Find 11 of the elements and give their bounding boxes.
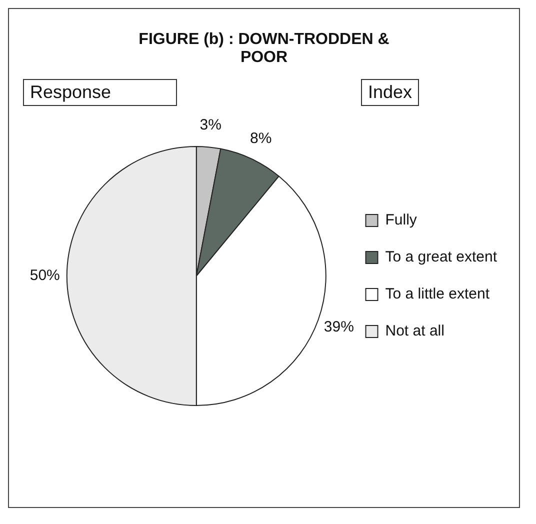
legend-label: Fully [385,212,418,229]
chart-title: FIGURE (b) : DOWN-TRODDEN & POOR [138,31,390,67]
data-label: 50% [30,267,60,284]
text: Index [360,79,419,106]
data-label: 3% [200,116,222,134]
data-label: 39% [324,318,354,336]
legend-label: To a little extent [385,286,490,303]
legend-label: To a great extent [385,248,498,266]
data-label: 8% [250,130,272,148]
legend-label: Not at all [385,322,444,340]
text: Response [23,79,177,106]
